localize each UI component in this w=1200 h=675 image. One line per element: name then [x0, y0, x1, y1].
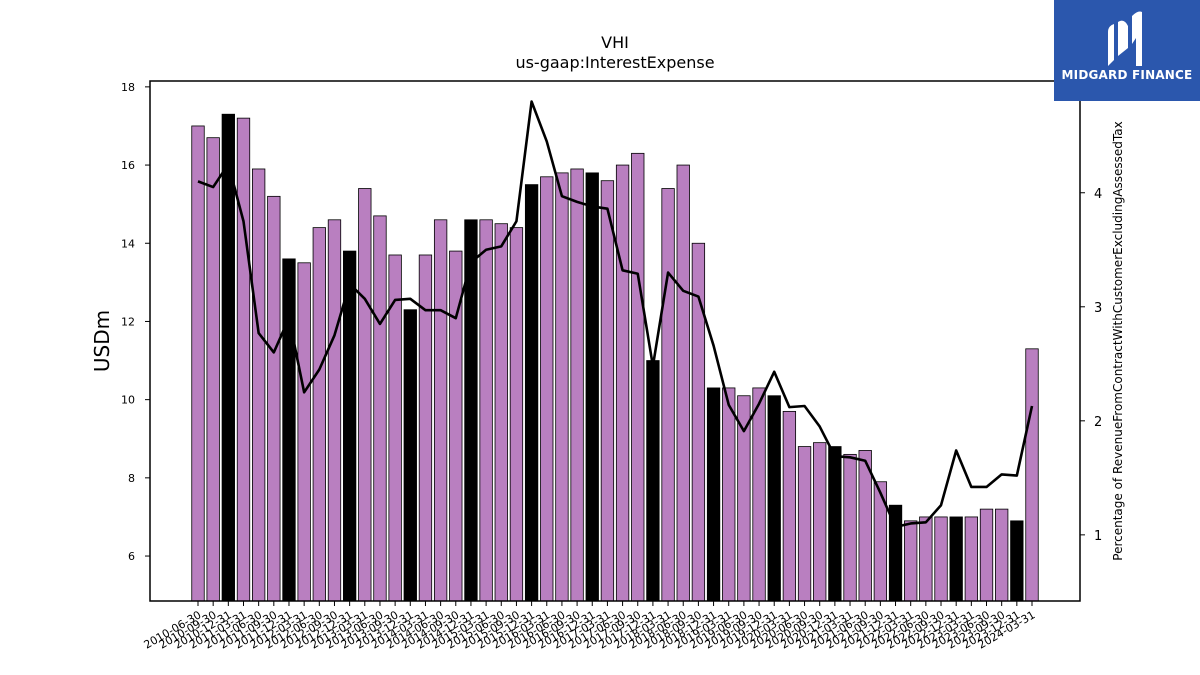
bar-2020-09-30: [813, 442, 827, 602]
left-axis: 6 8 10 12 14 16 18: [121, 81, 150, 563]
bar-2019-12-31: [767, 395, 781, 602]
plot-frame: [149, 80, 1081, 602]
bar-2023-06-30: [979, 508, 994, 602]
bar-2024-03-31: [1025, 348, 1039, 602]
bar-2020-06-30: [797, 446, 812, 602]
line-layer: [197, 100, 1034, 529]
chart-subtitle: us-gaap:InterestExpense: [515, 53, 714, 72]
bar-2010-09-30: [206, 137, 220, 602]
bar-2017-09-30: [631, 152, 645, 602]
bar-2020-03-31: [782, 410, 797, 602]
y-axis-label: USDm: [90, 310, 114, 372]
bar-2023-12-31: [1010, 520, 1024, 602]
bar-2015-06-30: [494, 223, 508, 602]
line-series-percentage: [197, 100, 1034, 529]
bar-2012-06-30: [312, 227, 326, 602]
logo-text: MIDGARD FINANCE: [1061, 68, 1193, 82]
bar-2013-12-31: [403, 309, 417, 602]
bar-2017-12-31: [646, 360, 660, 602]
bar-2019-06-30: [737, 395, 751, 602]
bar-2019-09-30: [752, 387, 766, 602]
bar-2023-03-31: [964, 516, 978, 602]
y2-tick-label: 1: [1094, 529, 1102, 544]
bar-2016-06-30: [555, 172, 569, 602]
bar-2012-03-31: [297, 262, 311, 602]
y-tick-label: 8: [128, 472, 135, 485]
y-tick-label: 10: [121, 394, 135, 407]
y2-tick-label: 4: [1094, 187, 1102, 202]
bar-2023-09-30: [995, 508, 1009, 602]
bar-2016-03-31: [540, 176, 554, 602]
bar-2021-06-30: [858, 450, 872, 602]
bar-2011-12-31: [282, 258, 296, 602]
bar-2022-09-30: [934, 516, 948, 602]
y-tick-label: 14: [121, 237, 135, 250]
bar-2012-12-31: [342, 250, 357, 602]
bar-2015-03-31: [479, 219, 493, 602]
bar-2020-12-31: [828, 446, 842, 602]
y2-tick-label: 3: [1094, 301, 1102, 316]
y2-tick-label: 2: [1094, 415, 1102, 430]
bar-2015-12-31: [524, 184, 539, 602]
bar-2011-03-31: [236, 117, 251, 602]
midgard-m-logo-icon: [1108, 11, 1142, 66]
bars-layer: [191, 113, 1039, 602]
bar-2016-12-31: [585, 172, 599, 602]
y-tick-label: 6: [128, 550, 135, 563]
bar-2013-03-31: [358, 188, 372, 602]
bar-2010-12-31: [221, 113, 235, 602]
bar-2012-09-30: [327, 219, 342, 602]
bar-2011-06-30: [251, 168, 266, 602]
bar-2022-03-31: [904, 520, 918, 602]
bar-2017-06-30: [615, 164, 630, 602]
bar-2014-06-30: [433, 219, 448, 602]
bar-2022-06-30: [919, 516, 933, 602]
bar-2011-09-30: [267, 195, 281, 602]
bar-2017-03-31: [600, 180, 615, 602]
y-tick-label: 12: [121, 315, 135, 328]
bar-2010-06-30: [191, 125, 205, 602]
x-axis: 2010-06-302010-09-302010-12-312011-03-31…: [142, 601, 1038, 652]
y2-axis-label: Percentage of RevenueFromContractWithCus…: [1111, 121, 1125, 560]
y-tick-label: 18: [121, 81, 135, 94]
bar-2016-09-30: [570, 168, 584, 602]
bar-2015-09-30: [509, 227, 524, 602]
bar-2018-12-31: [706, 387, 721, 602]
chart-title: VHI: [601, 33, 629, 52]
bar-2018-06-30: [676, 164, 690, 602]
brand-logo: MIDGARD FINANCE: [1054, 0, 1200, 101]
bar-2013-06-30: [373, 215, 387, 602]
bar-2021-03-31: [843, 453, 857, 602]
right-axis: 1 2 3 4: [1080, 187, 1102, 544]
bar-2019-03-31: [722, 387, 736, 602]
bar-2022-12-31: [949, 516, 963, 602]
bar-2018-03-31: [661, 188, 675, 602]
y-tick-label: 16: [121, 159, 135, 172]
